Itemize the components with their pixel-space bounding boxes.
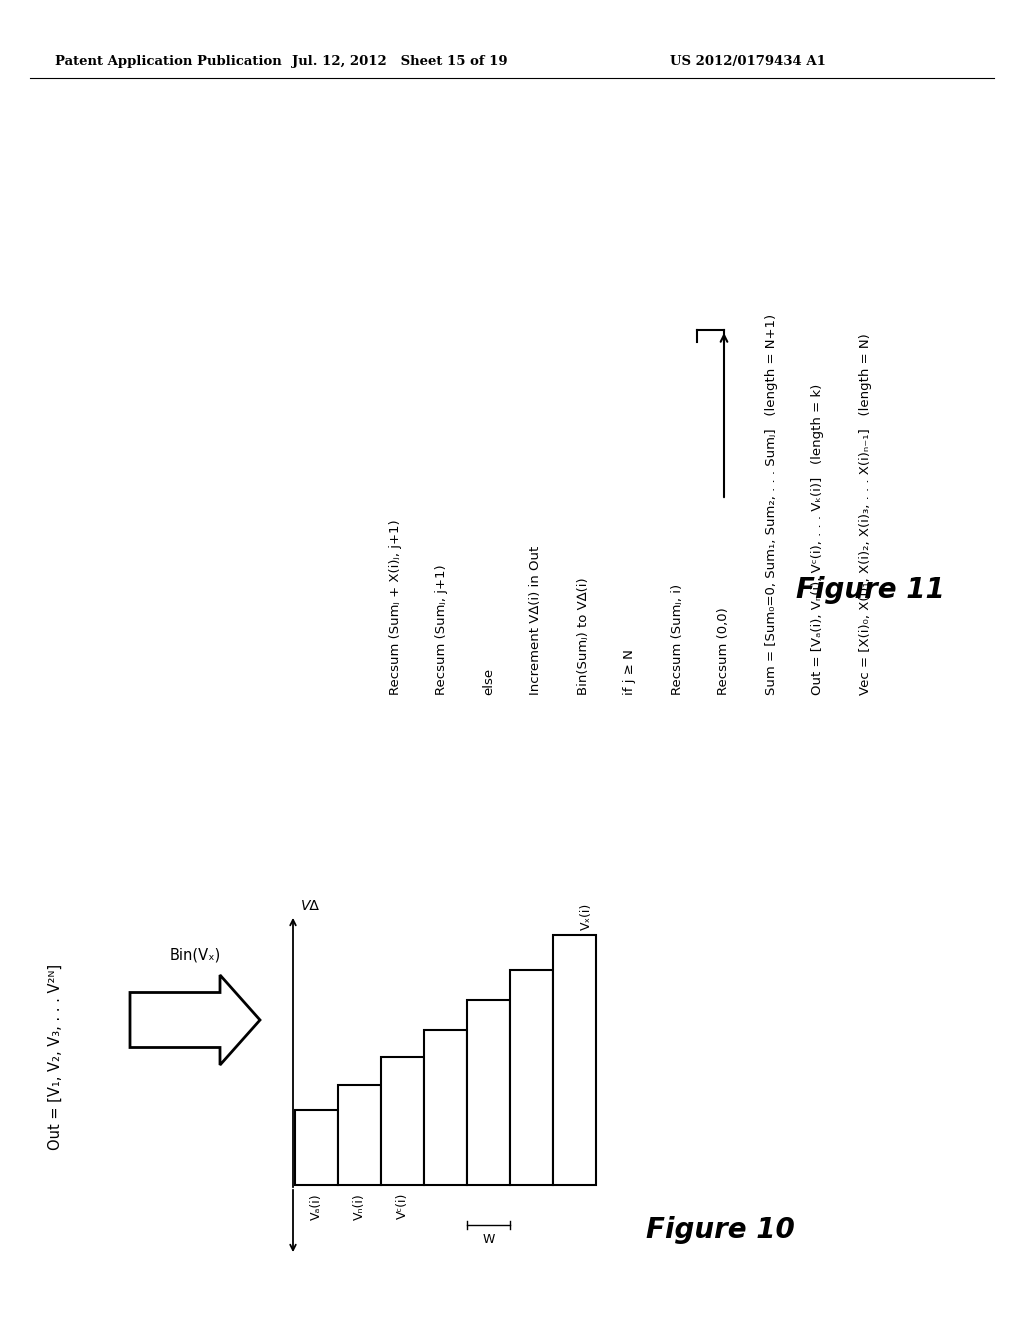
Text: Jul. 12, 2012   Sheet 15 of 19: Jul. 12, 2012 Sheet 15 of 19 — [292, 55, 508, 69]
Text: Out = [V₁, V₂, V₃, . . . V²ᴺ]: Out = [V₁, V₂, V₃, . . . V²ᴺ] — [47, 964, 62, 1150]
Text: Recsum (0,0): Recsum (0,0) — [718, 607, 730, 696]
Text: Patent Application Publication: Patent Application Publication — [55, 55, 282, 69]
Bar — [467, 1001, 510, 1185]
Text: Vᶜ(i): Vᶜ(i) — [396, 1193, 409, 1220]
Bar — [424, 1030, 467, 1185]
Text: else: else — [482, 668, 496, 696]
Text: Bin(Sumⱼ) to V∆(i): Bin(Sumⱼ) to V∆(i) — [577, 577, 590, 696]
Text: Figure 11: Figure 11 — [796, 576, 944, 605]
Text: Sum = [Sum₀=0, Sum₁, Sum₂, . . . Sumⱼ]   (length = N+1): Sum = [Sum₀=0, Sum₁, Sum₂, . . . Sumⱼ] (… — [765, 314, 777, 696]
Bar — [295, 1110, 338, 1185]
Text: V∆: V∆ — [301, 899, 319, 913]
Text: US 2012/0179434 A1: US 2012/0179434 A1 — [670, 55, 826, 69]
Text: Bin(Vₓ): Bin(Vₓ) — [169, 948, 220, 964]
Text: Increment V∆(i) in Out: Increment V∆(i) in Out — [529, 545, 543, 696]
Text: Recsum (Sumⱼ, i): Recsum (Sumⱼ, i) — [671, 583, 683, 696]
Bar — [510, 970, 553, 1185]
Text: W: W — [482, 1233, 495, 1246]
Text: Vec = [X(i)₀, X(i)₁, X(i)₂, X(i)₃, . . . X(i)ₙ₋₁]   (length = N): Vec = [X(i)₀, X(i)₁, X(i)₂, X(i)₃, . . .… — [858, 333, 871, 696]
Text: if j ≥ N: if j ≥ N — [624, 649, 637, 696]
Bar — [553, 935, 596, 1185]
Text: Vₓ(i): Vₓ(i) — [580, 903, 593, 931]
Text: Vₐ(i): Vₐ(i) — [310, 1193, 323, 1220]
Text: Recsum (Sumⱼ + X(i)ⱼ, j+1): Recsum (Sumⱼ + X(i)ⱼ, j+1) — [388, 519, 401, 696]
Bar — [338, 1085, 381, 1185]
Text: Vₙ(i): Vₙ(i) — [353, 1193, 366, 1220]
Text: Figure 10: Figure 10 — [645, 1216, 795, 1243]
Bar — [381, 1057, 424, 1185]
Text: Recsum (Sumⱼ, j+1): Recsum (Sumⱼ, j+1) — [435, 565, 449, 696]
Text: Out = [Vₐ(i), Vₙ(i), Vᶜ(i), . . . Vₖ(i)]   (length = k): Out = [Vₐ(i), Vₙ(i), Vᶜ(i), . . . Vₖ(i)]… — [811, 384, 824, 696]
Polygon shape — [130, 975, 260, 1065]
